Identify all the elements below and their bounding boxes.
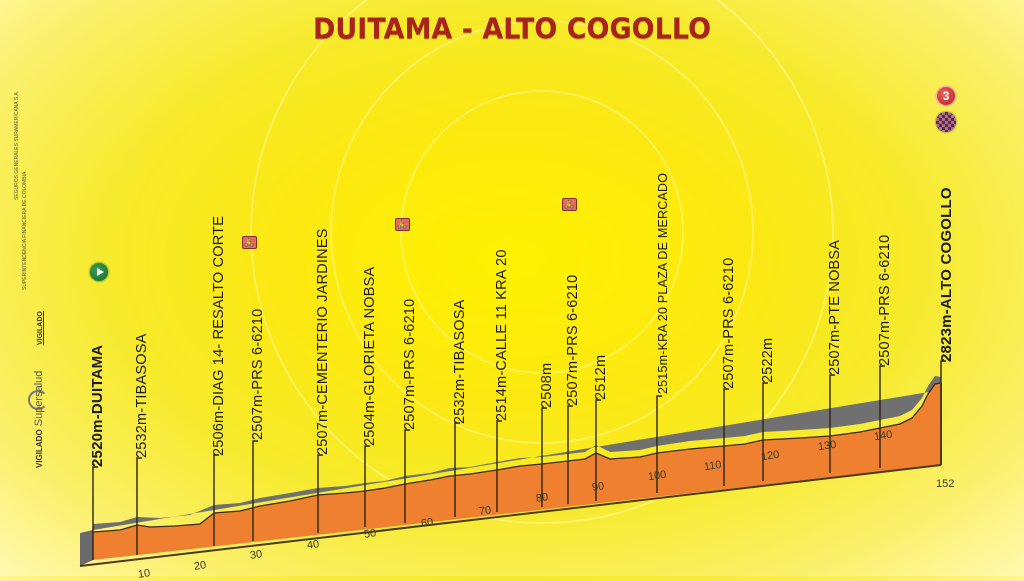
- km-tick: 110: [703, 458, 723, 474]
- cyclist-sprint-icon: 🚴: [395, 218, 410, 231]
- start-icon: [90, 263, 108, 281]
- km-tick: 120: [760, 448, 781, 464]
- marker-label: 2507m-PRS 6-6210: [402, 298, 418, 430]
- km-tick: 152: [936, 478, 955, 490]
- marker-label: 2507m-PTE NOBSA: [827, 239, 843, 375]
- marker-label-finish: 2823m-ALTO COGOLLO: [938, 187, 955, 362]
- km-tick: 50: [363, 527, 378, 541]
- km-tick: 140: [873, 428, 894, 444]
- km-tick: 40: [306, 538, 321, 552]
- marker-label: 2512m: [593, 354, 609, 400]
- km-tick: 100: [647, 468, 668, 484]
- km-tick: 70: [478, 504, 493, 518]
- km-tick: 90: [591, 480, 606, 494]
- km-tick: 10: [137, 567, 152, 581]
- marker-label: 2507m-CEMENTERIO JARDINES: [315, 228, 331, 455]
- profile-shadow: [93, 376, 941, 530]
- km-tick: 30: [249, 548, 264, 562]
- km-tick: 20: [193, 559, 208, 573]
- km-tick: 60: [420, 516, 435, 530]
- marker-label: 2507m-PRS 6-6210: [721, 257, 737, 389]
- profile-side-face: [80, 530, 93, 566]
- km-tick: 130: [817, 438, 838, 454]
- marker-label: 2507m-PRS 6-6210: [565, 274, 581, 406]
- marker-label: 2508m: [539, 362, 555, 408]
- profile-fill: [93, 383, 941, 560]
- marker-label: 2522m: [760, 337, 776, 383]
- marker-label: 2504m-GLORIETA NOBSA: [362, 266, 378, 446]
- marker-label: 2515m-KRA 20 PLAZA DE MERCADO: [656, 172, 670, 394]
- profile-baseline: [79, 464, 942, 567]
- cyclist-sprint-icon: 🚴: [562, 198, 577, 211]
- marker-label: 2506m-DIAG 14- RESALTO CORTE: [211, 215, 227, 456]
- marker-label: 2532m-TIBASOSA: [134, 333, 150, 459]
- marker-lines: [92, 360, 946, 560]
- marker-label: 2507m-PRS 6-6210: [877, 234, 893, 366]
- cyclist-sprint-icon: 🚴: [242, 236, 257, 249]
- checkered-flag-icon: [936, 112, 956, 132]
- km-tick: 80: [535, 491, 550, 505]
- category-3-climb-icon: 3: [937, 87, 955, 105]
- marker-label: 2532m-TIBASOSA: [452, 299, 468, 425]
- marker-label: 2514m-CALLE 11 KRA 20: [494, 249, 510, 421]
- supersalud-logo-icon: [28, 390, 48, 410]
- marker-label-start: 2520m-DUITAMA: [89, 344, 106, 467]
- marker-label: 2507m-PRS 6-6210: [250, 308, 266, 440]
- chart-title: DUITAMA - ALTO COGOLLO: [312, 13, 712, 46]
